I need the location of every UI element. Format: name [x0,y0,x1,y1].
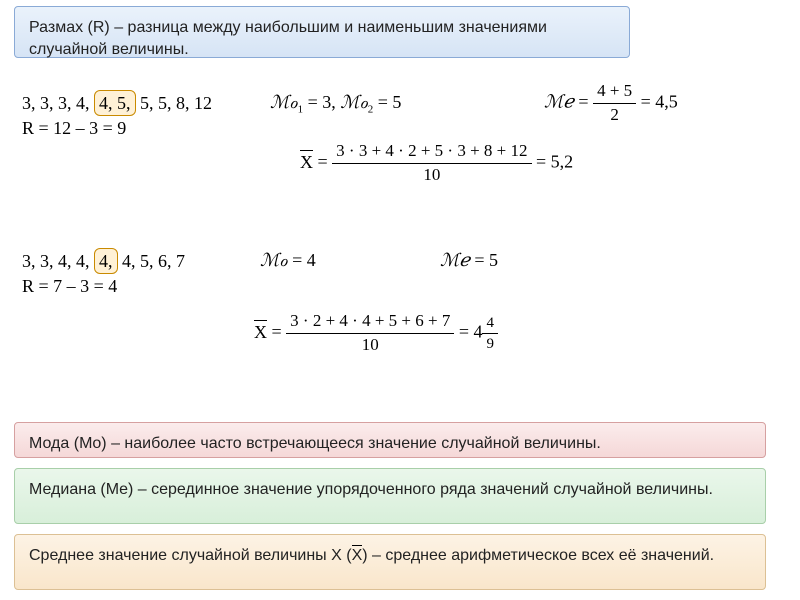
example1-mean: X = 3 · 3 + 4 · 2 + 5 · 3 + 8 + 12 10 = … [300,140,573,187]
definition-median-text: Медиана (Me) – серединное значение упоря… [29,481,713,498]
ex1-mean-result: = 5,2 [536,152,573,172]
ex2-mean-mf-num: 4 [482,313,498,334]
ex1-me-den: 2 [593,104,636,127]
ex1-mean-xbar: X [300,150,313,174]
example1-sequence: 3, 3, 3, 4, 4, 5, 5, 5, 8, 12 [22,90,212,116]
ex1-mode-sym1: ℳℴ [270,92,298,112]
ex2-mode-val: = 4 [288,250,316,270]
ex2-mean-num: 3 · 2 + 4 · 4 + 5 + 6 + 7 [286,310,454,334]
ex1-me-num: 4 + 5 [593,80,636,104]
ex2-seq-pre: 3, 3, 4, 4, [22,251,94,271]
ex2-mean-eq: = [267,322,282,342]
ex2-seq-highlight: 4, [94,248,118,274]
definition-median-box: Медиана (Me) – серединное значение упоря… [14,468,766,524]
ex1-me-eq: = [574,92,589,112]
ex2-mean-den: 10 [286,334,454,357]
ex2-seq-post: 4, 5, 6, 7 [118,251,186,271]
definition-range-text: Размах (R) – разница между наибольшим и … [29,19,547,58]
ex2-me-val: = 5 [470,250,498,270]
example2-mean: X = 3 · 2 + 4 · 4 + 5 + 6 + 7 10 = 4 4 9 [254,310,498,357]
example1-range: R = 12 – 3 = 9 [22,116,126,140]
ex2-mean-result-pre: = 4 [459,322,483,342]
definition-range-box: Размах (R) – разница между наибольшим и … [14,6,630,58]
example2-range: R = 7 – 3 = 4 [22,274,117,298]
ex1-mode-sym2: ℳℴ [340,92,368,112]
ex2-me-label: ℳℯ [440,250,470,270]
ex1-mean-den: 10 [332,164,531,187]
ex2-range-text: R = 7 – 3 = 4 [22,276,117,296]
definition-mean-suffix: ) – среднее арифметическое всех её значе… [362,547,714,564]
ex1-mode-eq2: = 5 [373,92,401,112]
example2-mode: ℳℴ = 4 [260,248,316,272]
ex1-seq-pre: 3, 3, 3, 4, [22,93,94,113]
ex1-seq-post: 5, 5, 8, 12 [136,93,213,113]
example1-median: ℳℯ = 4 + 5 2 = 4,5 [544,80,678,127]
ex2-mode-sym: ℳℴ [260,250,288,270]
ex1-mode-eq1: = 3, [303,92,340,112]
ex2-mean-mf-den: 9 [482,334,498,354]
definition-mode-box: Мода (Mo) – наиболее часто встречающееся… [14,422,766,458]
ex2-mean-mixed-frac: 4 9 [482,313,498,355]
example2-sequence: 3, 3, 4, 4, 4, 4, 5, 6, 7 [22,248,185,274]
ex2-mean-frac: 3 · 2 + 4 · 4 + 5 + 6 + 7 10 [286,310,454,357]
definition-mean-xbar: X [352,545,363,567]
example2-median: ℳℯ = 5 [440,248,498,272]
ex1-me-label: ℳℯ [544,92,574,112]
ex1-mean-num: 3 · 3 + 4 · 2 + 5 · 3 + 8 + 12 [332,140,531,164]
ex1-mean-eq: = [313,152,328,172]
ex1-mean-frac: 3 · 3 + 4 · 2 + 5 · 3 + 8 + 12 10 [332,140,531,187]
ex1-me-result: = 4,5 [641,92,678,112]
definition-mean-prefix: Среднее значение случайной величины X ( [29,547,352,564]
ex1-seq-highlight: 4, 5, [94,90,136,116]
ex2-mean-xbar: X [254,320,267,344]
example1-mode: ℳℴ1 = 3, ℳℴ2 = 5 [270,90,401,117]
definition-mean-box: Среднее значение случайной величины X (X… [14,534,766,590]
ex1-range-text: R = 12 – 3 = 9 [22,118,126,138]
ex1-me-frac: 4 + 5 2 [593,80,636,127]
definition-mode-text: Мода (Mo) – наиболее часто встречающееся… [29,435,601,452]
